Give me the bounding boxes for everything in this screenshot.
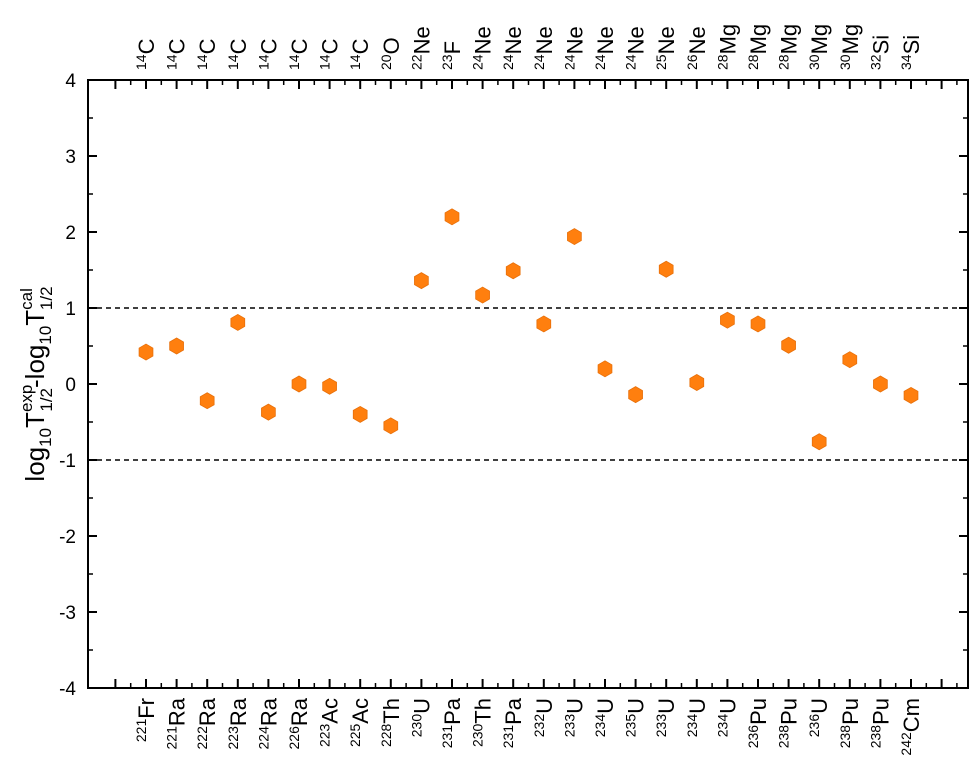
y-tick-label: 3 bbox=[65, 147, 76, 168]
data-point bbox=[291, 375, 307, 393]
cluster-label: 24Ne bbox=[592, 26, 618, 70]
cluster-label: 28Mg bbox=[776, 24, 802, 70]
cluster-label: 24Ne bbox=[470, 26, 496, 70]
parent-nucleus-label: 233U bbox=[561, 698, 587, 737]
cluster-label: 32Si bbox=[867, 35, 893, 70]
cluster-label: 23F bbox=[439, 41, 465, 70]
parent-nucleus-label: 238Pu bbox=[867, 698, 893, 748]
parent-nucleus-label: 234U bbox=[592, 698, 618, 737]
cluster-label: 28Mg bbox=[714, 24, 740, 70]
data-point bbox=[352, 405, 368, 423]
data-point bbox=[628, 386, 643, 404]
cluster-labels: 14C14C14C14C14C14C14C14C20O22Ne23F24Ne24… bbox=[133, 24, 924, 70]
cluster-label: 14C bbox=[286, 38, 312, 70]
parent-nucleus-label: 223Ra bbox=[225, 697, 251, 749]
cluster-label: 14C bbox=[225, 38, 251, 70]
data-point bbox=[750, 315, 766, 333]
parent-nucleus-label: 226Ra bbox=[286, 697, 312, 749]
parent-nucleus-label: 235U bbox=[623, 698, 649, 737]
parent-nucleus-label: 221Fr bbox=[133, 698, 159, 742]
parent-nucleus-label: 236Pu bbox=[745, 698, 771, 748]
data-point bbox=[720, 311, 735, 329]
parent-nucleus-label: 233U bbox=[653, 698, 679, 737]
cluster-label: 30Mg bbox=[806, 24, 832, 70]
parent-nucleus-label: 234U bbox=[714, 698, 740, 737]
parent-nucleus-label: 222Ra bbox=[194, 697, 220, 749]
parent-nucleus-label: 234U bbox=[684, 698, 710, 737]
parent-nucleus-label: 223Ac bbox=[317, 698, 343, 747]
cluster-label: 14C bbox=[255, 38, 281, 70]
cluster-label: 24Ne bbox=[561, 26, 587, 70]
parent-nucleus-label: 231Pa bbox=[500, 697, 526, 748]
cluster-label: 14C bbox=[194, 38, 220, 70]
parent-nucleus-label: 242Cm bbox=[898, 698, 924, 756]
parent-nucleus-label: 238Pu bbox=[837, 698, 863, 748]
plot-frame bbox=[87, 79, 969, 689]
parent-nucleus-label: 232U bbox=[531, 698, 557, 737]
data-point bbox=[842, 351, 858, 369]
data-point bbox=[475, 286, 490, 304]
data-point bbox=[689, 374, 705, 391]
data-point bbox=[444, 208, 460, 226]
y-tick-label: 1 bbox=[65, 299, 76, 320]
parent-nucleus-label: 238Pu bbox=[776, 698, 802, 748]
data-point bbox=[597, 360, 613, 378]
data-point bbox=[199, 392, 215, 410]
parent-nucleus-label: 230Th bbox=[470, 698, 496, 747]
parent-nucleus-label: 236U bbox=[806, 698, 832, 737]
cluster-label: 28Mg bbox=[745, 24, 771, 70]
parent-nucleus-labels: 221Fr221Ra222Ra223Ra224Ra226Ra223Ac225Ac… bbox=[133, 697, 924, 755]
data-point bbox=[658, 260, 674, 278]
cluster-label: 26Ne bbox=[684, 26, 710, 70]
parent-nucleus-label: 231Pa bbox=[439, 697, 465, 748]
data-point bbox=[261, 403, 276, 421]
data-point bbox=[811, 433, 827, 451]
data-point bbox=[567, 228, 582, 246]
cluster-label: 24Ne bbox=[623, 26, 649, 70]
y-tick-label: 2 bbox=[65, 223, 76, 244]
parent-nucleus-label: 224Ra bbox=[255, 697, 281, 749]
data-point bbox=[414, 272, 429, 290]
data-point bbox=[505, 262, 521, 280]
cluster-label: 25Ne bbox=[653, 26, 679, 70]
cluster-label: 24Ne bbox=[500, 26, 526, 70]
y-tick-label: -2 bbox=[59, 527, 76, 548]
data-point bbox=[230, 313, 246, 331]
cluster-label: 20O bbox=[378, 37, 404, 70]
data-points bbox=[138, 208, 919, 451]
cluster-label: 30Mg bbox=[837, 24, 863, 70]
cluster-label: 14C bbox=[347, 38, 373, 70]
y-tick-label: 4 bbox=[65, 71, 76, 92]
data-point bbox=[536, 315, 552, 333]
y-tick-label: -1 bbox=[59, 451, 76, 472]
y-tick-label: 0 bbox=[65, 375, 76, 396]
y-tick-label: -4 bbox=[59, 679, 76, 700]
cluster-label: 34Si bbox=[898, 35, 924, 70]
y-tick-label: -3 bbox=[59, 603, 76, 624]
cluster-label: 14C bbox=[133, 38, 159, 70]
cluster-label: 22Ne bbox=[408, 26, 434, 70]
data-point bbox=[138, 343, 154, 361]
data-point bbox=[903, 386, 919, 404]
reference-lines bbox=[88, 307, 968, 461]
data-point bbox=[383, 417, 399, 435]
data-point bbox=[322, 377, 337, 395]
data-point bbox=[781, 336, 796, 354]
parent-nucleus-label: 225Ac bbox=[347, 698, 373, 747]
parent-nucleus-label: 230U bbox=[408, 698, 434, 737]
cluster-label: 14C bbox=[317, 38, 343, 70]
cluster-label: 24Ne bbox=[531, 26, 557, 70]
data-point bbox=[873, 375, 888, 393]
cluster-label: 14C bbox=[164, 38, 190, 70]
parent-nucleus-label: 228Th bbox=[378, 698, 404, 747]
data-point bbox=[169, 337, 184, 355]
y-axis-label: log10Texp1/2-log10Tcal1/2 bbox=[17, 286, 56, 481]
parent-nucleus-label: 221Ra bbox=[164, 697, 190, 749]
